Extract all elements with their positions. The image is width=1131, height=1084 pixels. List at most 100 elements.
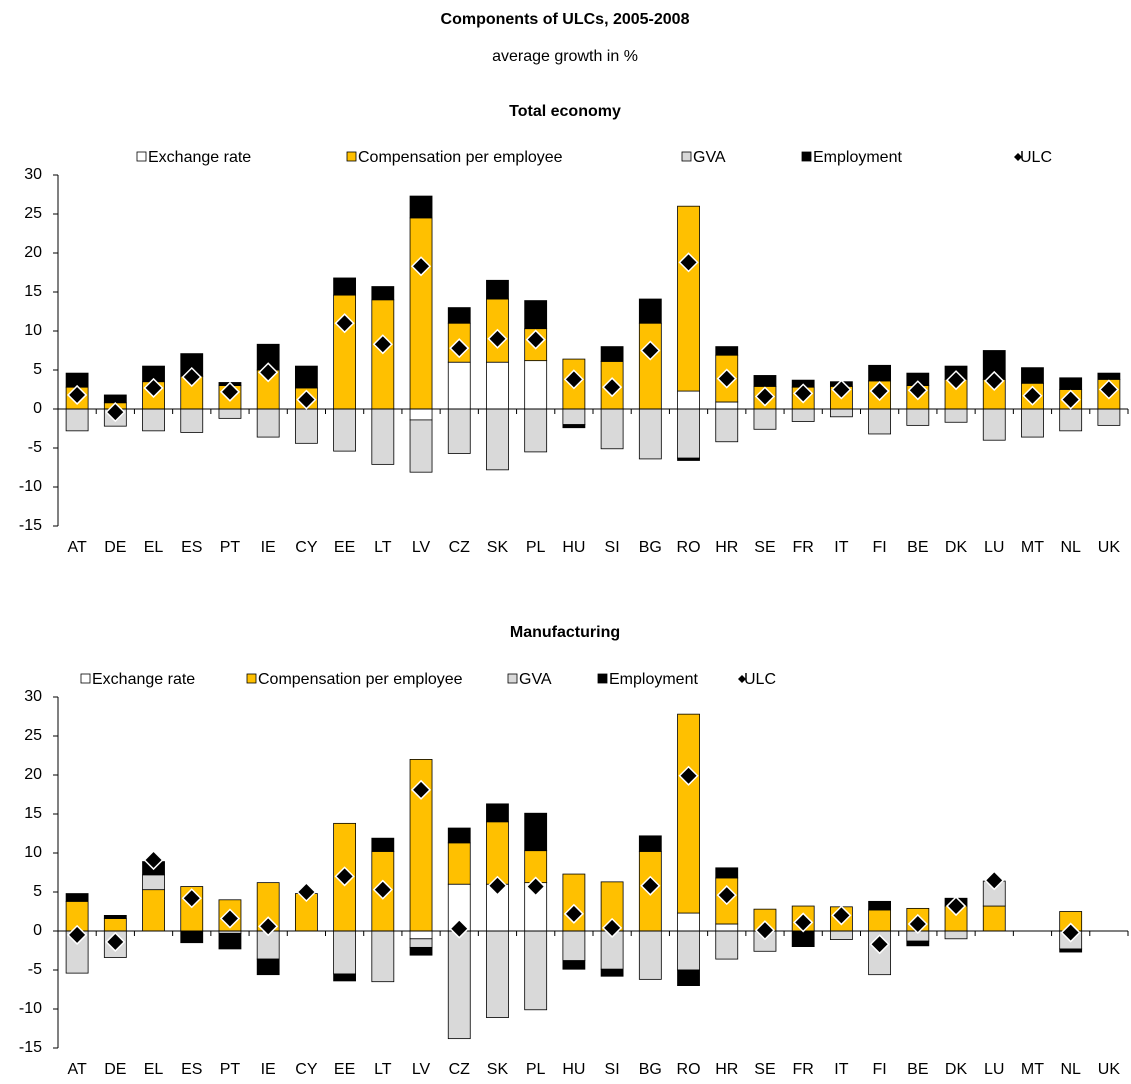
y-tick-label: 10: [24, 844, 42, 861]
ulc-marker: [181, 366, 202, 388]
ulc-marker: [754, 920, 776, 941]
ulc-marker: [602, 917, 623, 938]
bar-segment: [868, 909, 892, 932]
bar-segment: [982, 408, 1006, 441]
ulc-marker: [258, 916, 279, 937]
x-tick-label: LU: [984, 539, 1004, 556]
x-tick-label: UK: [1098, 1061, 1121, 1078]
legend-label: GVA: [519, 671, 552, 688]
legend-label: Exchange rate: [148, 149, 251, 166]
bar-segment: [638, 408, 662, 460]
ulc-marker: [410, 256, 432, 277]
x-tick-label: RO: [677, 1061, 701, 1078]
bar-segment: [218, 932, 242, 950]
bar-segment: [829, 930, 853, 940]
x-tick-label: RO: [677, 539, 701, 556]
bar-segment: [103, 915, 127, 919]
bar-segment: [753, 408, 777, 430]
bar-segment: [142, 889, 165, 932]
bar-segment: [677, 408, 700, 459]
legend-swatch: [346, 151, 357, 162]
ulc-marker: [67, 384, 88, 406]
x-tick-label: PL: [526, 539, 546, 556]
ulc-marker: [449, 918, 470, 939]
bar-segment: [447, 408, 471, 454]
x-tick-label: NL: [1060, 1061, 1081, 1078]
x-tick-label: SI: [605, 539, 620, 556]
x-tick-label: MT: [1021, 539, 1044, 556]
legend-swatch: [507, 673, 518, 684]
bar-segment: [486, 821, 509, 885]
x-tick-label: LV: [412, 539, 431, 556]
bar-segment: [638, 930, 662, 980]
ulc-marker: [831, 905, 852, 926]
bar-segment: [256, 408, 280, 438]
ulc-marker: [1022, 385, 1043, 406]
x-tick-label: BG: [639, 1061, 662, 1078]
bar-segment: [333, 973, 357, 982]
y-tick-label: 10: [24, 322, 42, 339]
ulc-marker: [907, 380, 928, 401]
ulc-marker: [793, 912, 814, 933]
x-tick-label: LT: [374, 539, 392, 556]
ulc-marker: [296, 389, 317, 410]
bar-segment: [524, 812, 548, 852]
x-tick-label: EE: [334, 1061, 355, 1078]
legend-label: Compensation per employee: [358, 149, 563, 166]
y-tick-label: 5: [33, 883, 42, 900]
bar-segment: [409, 195, 433, 219]
bar-segment: [1059, 377, 1083, 390]
ulc-marker: [869, 380, 890, 402]
ulc-marker: [296, 881, 317, 903]
bar-segment: [677, 930, 700, 971]
bar-segment: [1059, 948, 1083, 953]
x-tick-label: AT: [67, 539, 86, 556]
ulc-marker: [678, 765, 699, 786]
y-tick-label: -15: [19, 1039, 42, 1056]
x-tick-label: SK: [487, 1061, 509, 1078]
panel-title: Total economy: [509, 103, 621, 120]
bar-segment: [371, 408, 395, 465]
y-tick-label: -10: [19, 1000, 42, 1017]
x-tick-label: LV: [412, 1061, 431, 1078]
bar-segment: [447, 827, 471, 844]
y-tick-label: 15: [24, 283, 42, 300]
legend-label: Employment: [609, 671, 698, 688]
x-tick-label: HR: [715, 1061, 738, 1078]
x-tick-label: HU: [562, 1061, 585, 1078]
x-tick-label: PT: [220, 539, 241, 556]
x-tick-label: DE: [104, 539, 126, 556]
bar-segment: [103, 394, 127, 404]
bar-segment: [486, 930, 509, 1018]
ulc-marker: [716, 368, 737, 389]
bar-segment: [409, 419, 433, 473]
y-tick-label: 5: [33, 361, 42, 378]
bar-segment: [868, 408, 892, 435]
bar-segment: [600, 968, 624, 977]
bar-segment: [600, 346, 624, 362]
ulc-marker: [984, 370, 1005, 391]
legend-label: Compensation per employee: [258, 671, 463, 688]
bar-segment: [829, 408, 853, 418]
ulc-marker: [334, 866, 355, 887]
ulc-marker: [105, 931, 126, 952]
bar-segment: [562, 424, 586, 429]
ulc-marker: [181, 888, 202, 909]
bar-segment: [447, 930, 471, 1040]
bar-segment: [677, 969, 700, 987]
bar-segment: [677, 912, 700, 932]
bar-segment: [715, 401, 739, 410]
ulc-marker: [372, 334, 393, 355]
x-tick-label: IE: [261, 539, 276, 556]
x-tick-label: BG: [639, 539, 662, 556]
legend-label: Employment: [813, 149, 902, 166]
ulc-marker: [334, 313, 355, 334]
x-tick-label: HR: [715, 539, 738, 556]
x-tick-label: CY: [295, 1061, 318, 1078]
x-tick-label: ES: [181, 1061, 202, 1078]
y-tick-label: 20: [24, 766, 42, 783]
bar-segment: [142, 874, 165, 891]
bar-segment: [409, 946, 433, 956]
x-tick-label: DE: [104, 1061, 126, 1078]
bar-segment: [524, 408, 548, 453]
